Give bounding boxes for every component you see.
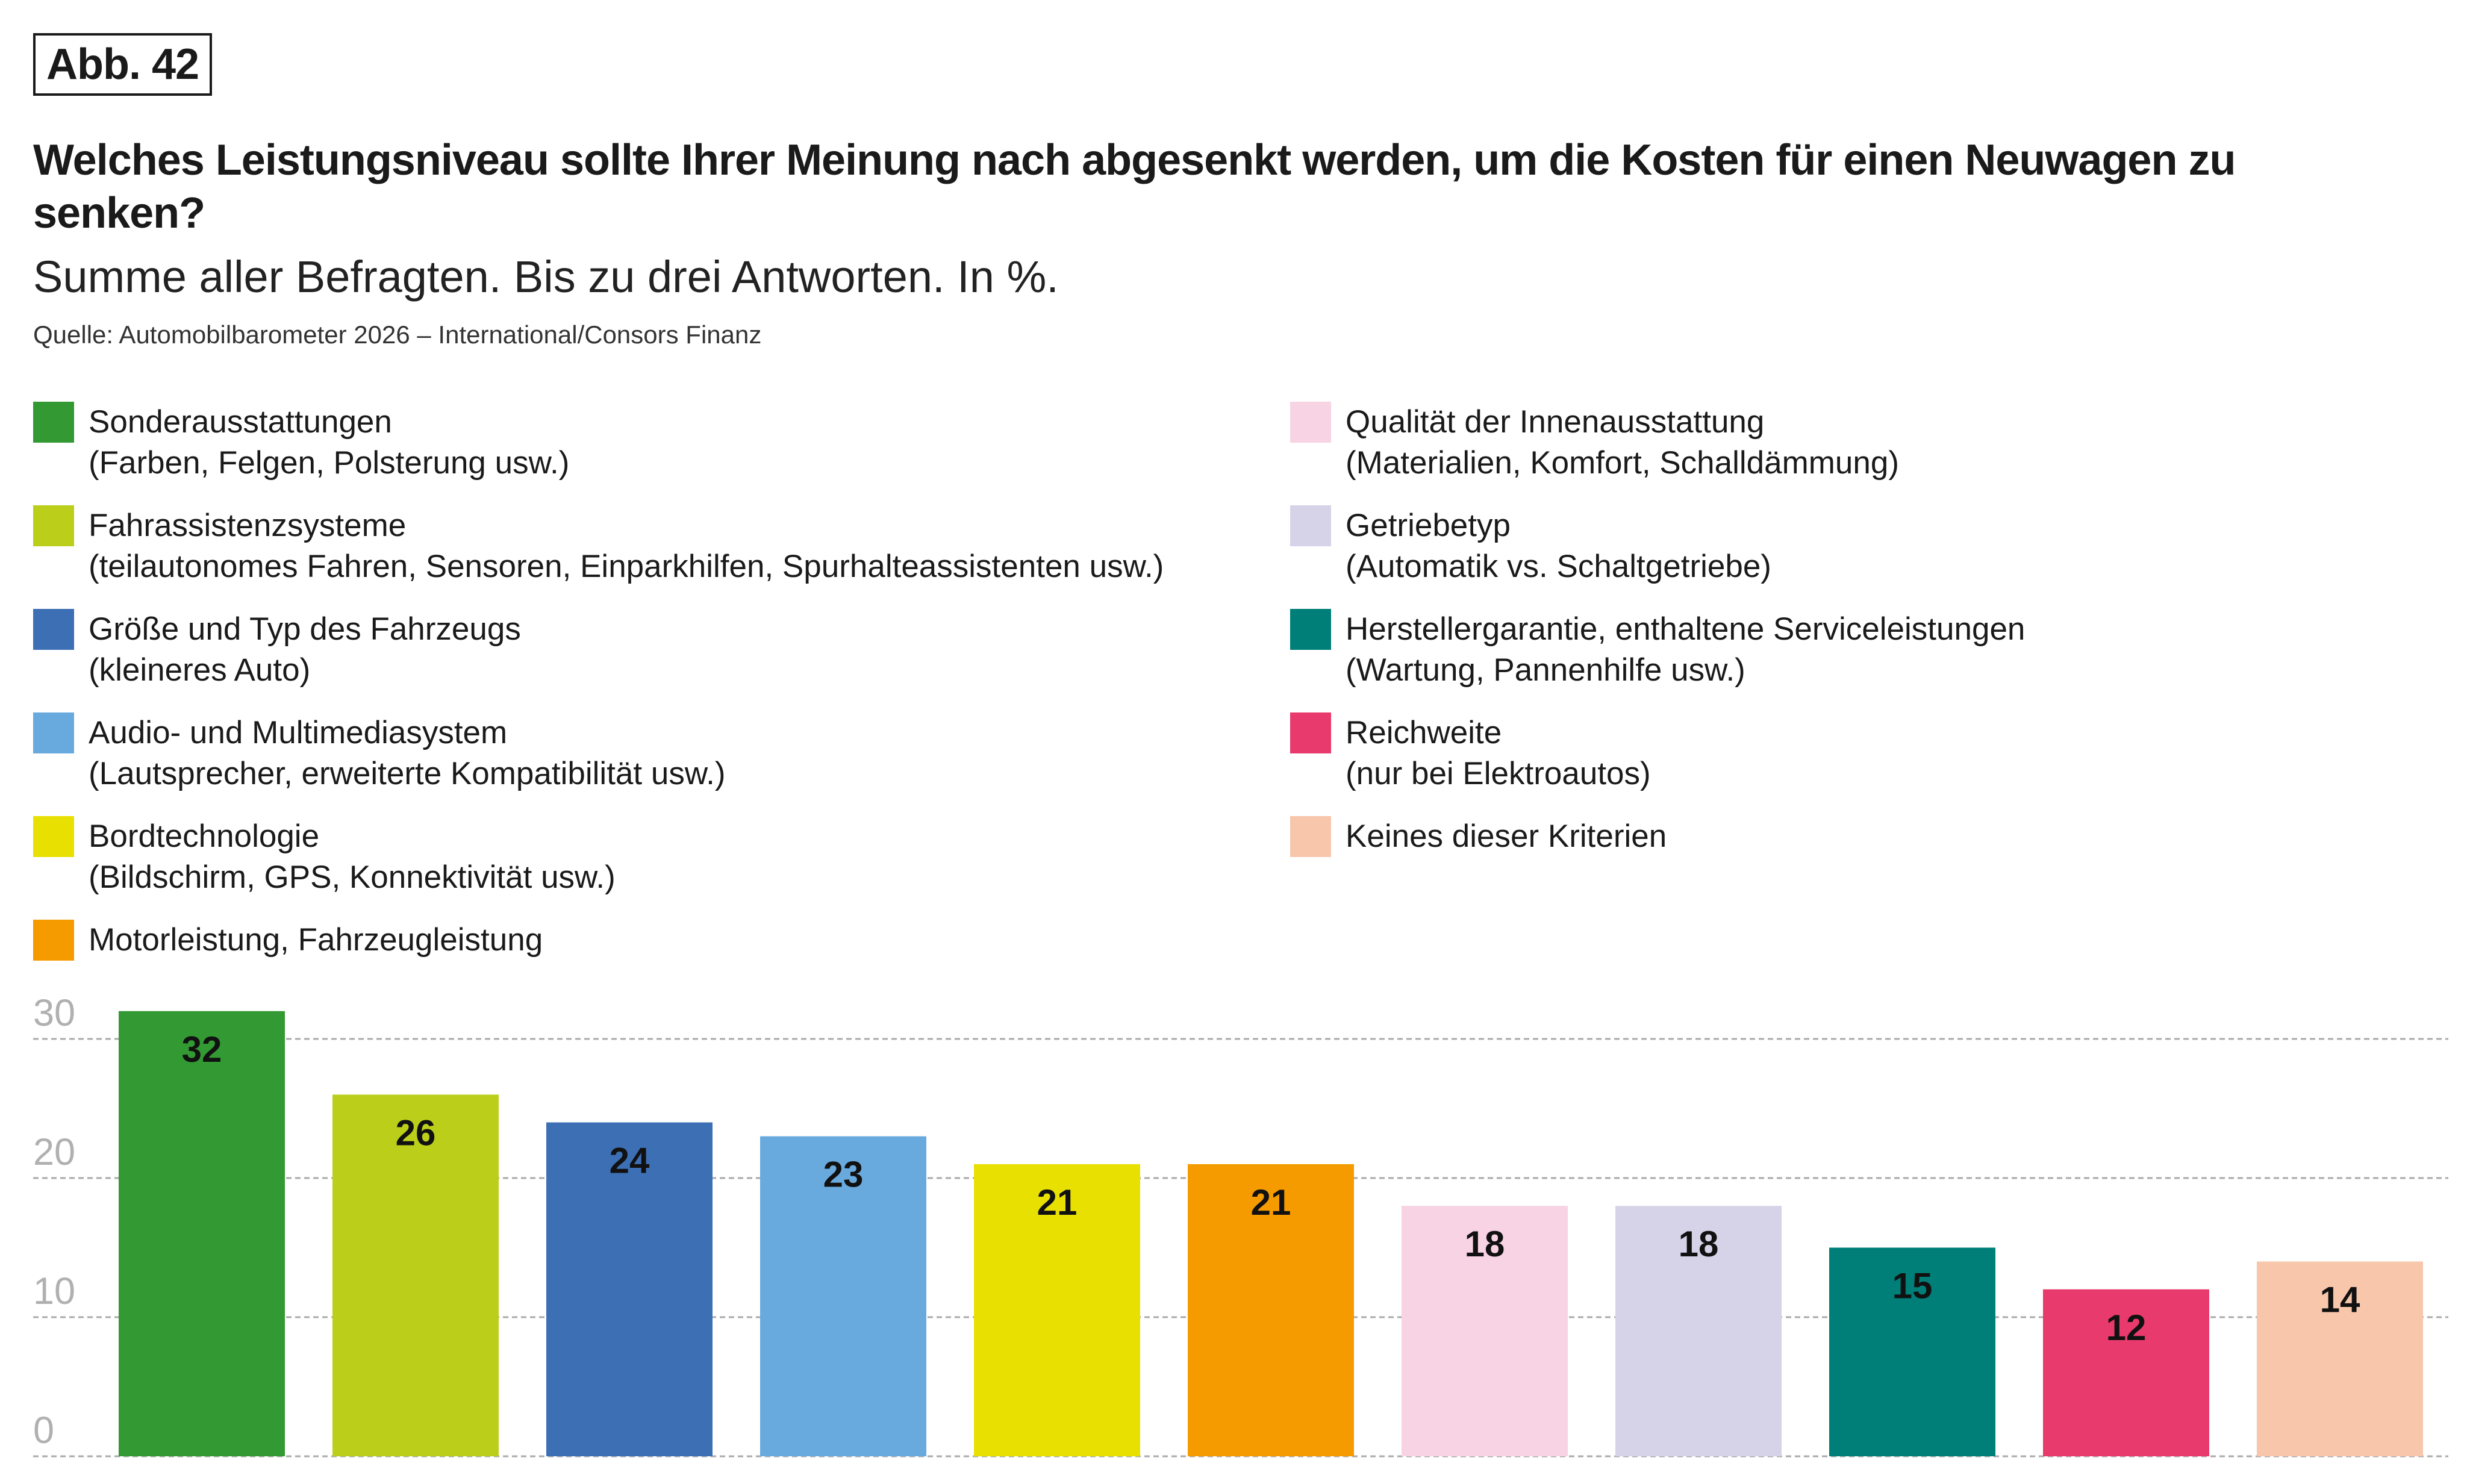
legend-swatch	[33, 505, 74, 546]
legend-swatch	[1290, 505, 1331, 546]
legend-label: Bordtechnologie	[89, 818, 320, 854]
bar	[1188, 1164, 1354, 1456]
bar	[2257, 1261, 2423, 1456]
legend-sublabel: (nur bei Elektroautos)	[1346, 756, 1651, 791]
y-tick-label: 0	[33, 1409, 54, 1451]
legend-label: Fahrassistenzsysteme	[89, 508, 407, 543]
legend-label: Getriebetyp	[1346, 508, 1511, 543]
legend-sublabel: (Materialien, Komfort, Schalldämmung)	[1346, 445, 1900, 481]
bar	[546, 1122, 713, 1456]
bar	[1615, 1206, 1782, 1456]
legend-sublabel: (Farben, Felgen, Polsterung usw.)	[89, 445, 570, 481]
y-tick-label: 10	[33, 1270, 75, 1312]
bar	[1402, 1206, 1568, 1456]
legend-item: Größe und Typ des Fahrzeugs (kleineres A…	[33, 609, 521, 691]
bar	[2043, 1289, 2209, 1456]
bar	[1829, 1247, 1995, 1456]
legend-label: Keines dieser Kriterien	[1346, 818, 1667, 854]
bar-value-label: 12	[2106, 1308, 2147, 1348]
legend-label: Reichweite	[1346, 715, 1502, 750]
legend-label: Größe und Typ des Fahrzeugs	[89, 611, 521, 647]
y-tick-label: 20	[33, 1131, 75, 1173]
legend-sublabel: (teilautonomes Fahren, Sensoren, Einpark…	[89, 549, 1164, 584]
figure-label: Abb. 42	[33, 33, 213, 96]
legend-label: Herstellergarantie, enthaltene Servicele…	[1346, 611, 2026, 647]
chart-source: Quelle: Automobilbarometer 2026 – Intern…	[33, 320, 762, 349]
legend-label: Motorleistung, Fahrzeugleistung	[89, 922, 543, 958]
bar	[332, 1094, 499, 1456]
bar-chart: 0 10 20 30 32 26 24 23 21 21 18 18 15 12 14	[33, 992, 2448, 1458]
legend-label: Audio- und Multimediasystem	[89, 715, 508, 750]
legend-swatch	[33, 712, 74, 753]
bar-value-label: 14	[2320, 1280, 2360, 1320]
legend-label: Qualität der Innenausstattung	[1346, 404, 1765, 440]
bar	[760, 1136, 926, 1456]
bar-value-label: 26	[396, 1112, 436, 1153]
chart-subtitle: Summe aller Befragten. Bis zu drei Antwo…	[33, 252, 1059, 302]
bar-value-label: 18	[1465, 1224, 1505, 1264]
legend-swatch	[33, 609, 74, 650]
legend-item: Reichweite (nur bei Elektroautos)	[1290, 712, 1651, 794]
bar-value-label: 24	[610, 1141, 650, 1181]
legend-item: Audio- und Multimediasystem (Lautspreche…	[33, 712, 726, 794]
legend-item: Qualität der Innenausstattung (Materiali…	[1290, 402, 1899, 484]
legend-swatch	[1290, 816, 1331, 857]
bar	[119, 1011, 285, 1456]
legend-item: Herstellergarantie, enthaltene Servicele…	[1290, 609, 2025, 691]
legend-item: Bordtechnologie (Bildschirm, GPS, Konnek…	[33, 816, 616, 898]
legend-swatch	[33, 920, 74, 961]
bar-value-label: 23	[823, 1155, 864, 1195]
legend-sublabel: (Lautsprecher, erweiterte Kompatibilität…	[89, 756, 726, 791]
legend-label: Sonderausstattungen	[89, 404, 392, 440]
legend-swatch	[33, 816, 74, 857]
bar-value-label: 32	[182, 1029, 222, 1070]
legend-swatch	[1290, 712, 1331, 753]
bar	[974, 1164, 1140, 1456]
legend-sublabel: (kleineres Auto)	[89, 652, 311, 688]
legend-item: Keines dieser Kriterien	[1290, 816, 1667, 857]
legend-item: Sonderausstattungen (Farben, Felgen, Pol…	[33, 402, 569, 484]
y-tick-label: 30	[33, 992, 75, 1034]
legend-swatch	[33, 402, 74, 443]
legend-item: Fahrassistenzsysteme (teilautonomes Fahr…	[33, 505, 1164, 587]
legend-swatch	[1290, 609, 1331, 650]
legend-item: Motorleistung, Fahrzeugleistung	[33, 920, 543, 961]
legend-swatch	[1290, 402, 1331, 443]
bar-value-label: 21	[1251, 1182, 1291, 1223]
bar-value-label: 15	[1892, 1266, 1933, 1306]
legend-item: Getriebetyp (Automatik vs. Schaltgetrieb…	[1290, 505, 1771, 587]
legend-sublabel: (Bildschirm, GPS, Konnektivität usw.)	[89, 859, 616, 895]
bar-value-label: 18	[1679, 1224, 1719, 1264]
bar-value-label: 21	[1037, 1182, 1078, 1223]
legend-sublabel: (Automatik vs. Schaltgetriebe)	[1346, 549, 1771, 584]
chart-title: Welches Leistungsniveau sollte Ihrer Mei…	[33, 136, 2236, 237]
legend-sublabel: (Wartung, Pannenhilfe usw.)	[1346, 652, 1745, 688]
